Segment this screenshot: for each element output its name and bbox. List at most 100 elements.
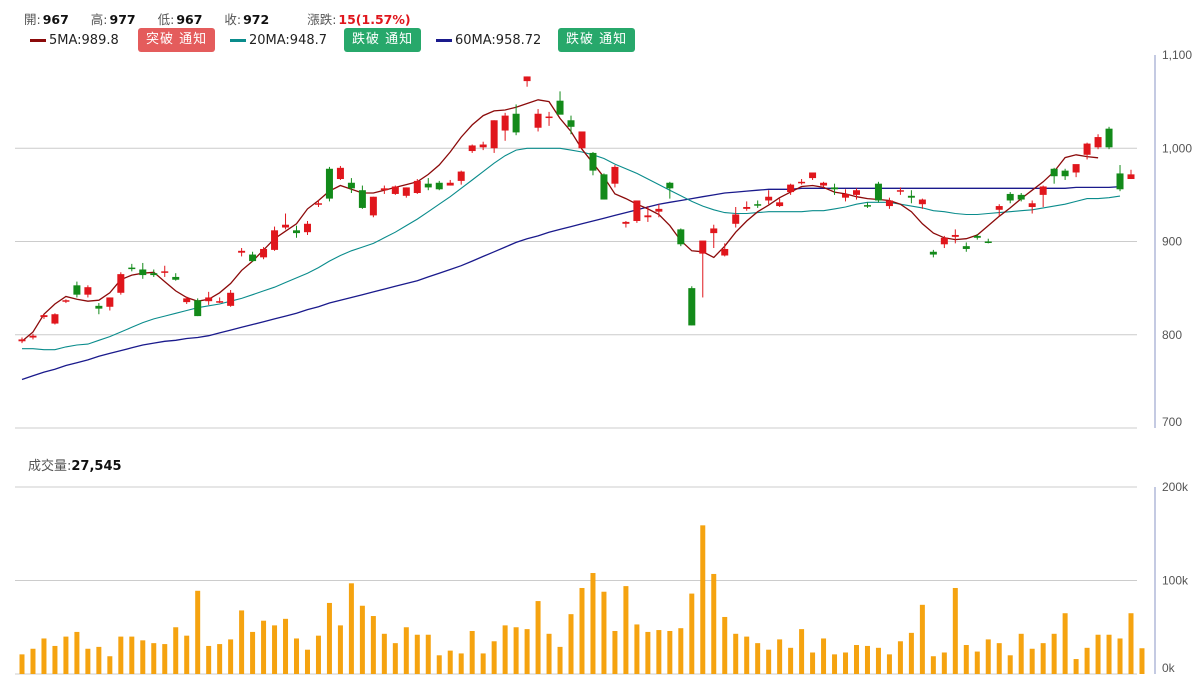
candle-body — [699, 240, 707, 254]
candle-body — [205, 297, 213, 302]
candle-body — [852, 190, 860, 195]
ma60-line — [21, 186, 1121, 381]
candle-body — [798, 181, 806, 184]
candle-body — [128, 267, 136, 270]
candle-body — [358, 190, 366, 208]
candle-body — [336, 167, 344, 180]
volume-bar — [217, 644, 223, 674]
ma60-legend: 60MA:958.72 — [436, 28, 541, 52]
volume-bar — [623, 586, 629, 674]
candle-body — [1006, 193, 1014, 201]
volume-bar — [1106, 634, 1112, 674]
volume-bar — [963, 645, 969, 674]
candle-body — [260, 248, 268, 258]
candle-body — [1083, 143, 1091, 155]
candle-body — [578, 131, 586, 149]
candle-body — [402, 187, 410, 196]
volume-bar — [678, 628, 684, 674]
volume-tick-label: 0k — [1162, 661, 1176, 675]
candle-body — [1039, 186, 1047, 195]
volume-bar — [1073, 659, 1079, 674]
volume-bar — [810, 652, 816, 674]
candle-body — [303, 223, 311, 233]
candle-body — [710, 228, 718, 234]
volume-bar — [645, 631, 651, 674]
volume-bar — [294, 638, 300, 674]
candle-body — [962, 246, 970, 249]
volume-bar — [788, 647, 794, 674]
volume-bar — [425, 634, 431, 674]
ma5-breakout-notify-button[interactable]: 突破 通知 — [138, 28, 216, 52]
volume-bar — [930, 656, 936, 674]
volume-bar — [74, 631, 80, 674]
candle-body — [18, 339, 26, 342]
volume-bar — [140, 640, 146, 674]
ma5-label: 5MA:989.8 — [49, 32, 119, 48]
ma20-line — [22, 147, 1121, 351]
ma5-line — [21, 99, 1099, 342]
volume-bar — [590, 573, 596, 674]
candle-body — [984, 241, 992, 243]
candle-body — [1061, 170, 1069, 177]
volume-bar — [1029, 648, 1035, 674]
price-tick-label: 1,000 — [1162, 141, 1192, 155]
volume-bar — [853, 645, 859, 674]
candle-body — [380, 188, 388, 191]
candle-body — [446, 182, 454, 186]
volume-bar — [129, 636, 135, 674]
volume-bar — [875, 647, 881, 674]
volume-bar — [513, 627, 519, 674]
open-value: 967 — [42, 12, 69, 27]
ma60-breakdown-notify-button[interactable]: 跌破 通知 — [558, 28, 636, 52]
volume-tick-label: 100k — [1162, 574, 1189, 588]
candle-body — [435, 182, 443, 190]
volume-bar — [469, 630, 475, 674]
candle-body — [369, 196, 377, 216]
volume-bar — [546, 633, 552, 674]
close-value: 972 — [243, 12, 270, 27]
volume-bar — [766, 649, 772, 674]
volume-bar — [941, 652, 947, 674]
volume-bar — [744, 636, 750, 674]
volume-bar — [381, 633, 387, 674]
candle-body — [600, 174, 608, 200]
candle-body — [249, 254, 257, 262]
candle-body — [457, 171, 465, 181]
volume-bar — [403, 627, 409, 674]
candle-body — [1050, 168, 1058, 177]
candle-body — [567, 120, 575, 127]
volume-bar — [370, 616, 376, 674]
candle-body — [973, 235, 981, 238]
volume-bar — [63, 636, 69, 674]
candle-body — [688, 288, 696, 326]
candle-body — [1105, 128, 1113, 148]
volume-bar — [118, 636, 124, 674]
volume-bar — [250, 631, 256, 674]
candle-body — [282, 224, 290, 228]
volume-bar — [315, 635, 321, 674]
candle-body — [1116, 173, 1124, 190]
volume-bar — [1007, 655, 1013, 674]
volume-bar — [700, 525, 706, 674]
volume-bar — [1018, 633, 1024, 674]
candle-body — [644, 215, 652, 218]
volume-bar — [908, 632, 914, 674]
candle-body — [918, 199, 926, 205]
volume-bar — [1084, 647, 1090, 674]
ma20-breakdown-notify-button[interactable]: 跌破 通知 — [344, 28, 422, 52]
candle-body — [754, 204, 762, 206]
volume-bar — [843, 652, 849, 674]
volume-bar — [173, 627, 179, 674]
candle-body — [589, 152, 597, 171]
candle-body — [512, 113, 520, 133]
candle-body — [117, 274, 125, 293]
volume-bar — [952, 587, 958, 674]
candle-body — [842, 193, 850, 198]
volume-bar — [326, 602, 332, 674]
candle-body — [347, 182, 355, 189]
candle-body — [413, 180, 421, 194]
candle-body — [907, 195, 915, 198]
candle-body — [743, 206, 751, 209]
ma60-swatch — [436, 38, 452, 42]
